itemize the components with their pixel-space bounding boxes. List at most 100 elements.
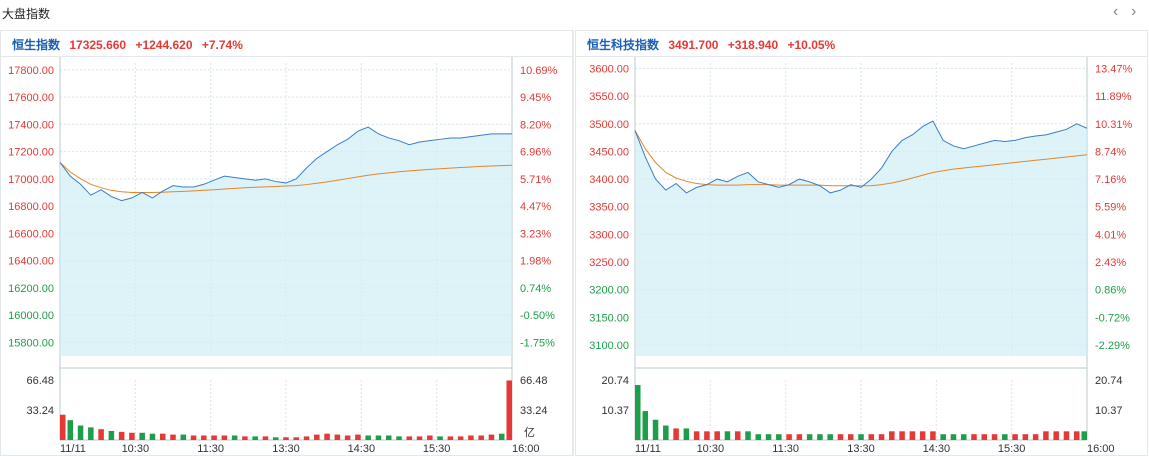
volume-bar [652,419,659,440]
volume-bar [889,431,895,440]
volume-bar [506,380,512,440]
volume-bar [960,434,967,440]
vol-tick-label: 66.48 [26,375,54,387]
prev-arrow-icon[interactable]: ‹ [1113,3,1119,20]
index-summary: 恒生指数 17325.660 +1244.620 +7.74% [12,36,243,53]
pct-tick-label: -0.72% [1095,312,1130,324]
y-tick-label: 16800.00 [8,201,54,213]
pct-tick-label: 4.01% [1095,229,1126,241]
y-tick-label: 3150.00 [589,312,629,324]
x-tick-label: 13:30 [847,443,875,455]
x-tick-label: 16:00 [1087,443,1115,455]
pct-tick-label: 9.45% [520,92,551,104]
volume-bar [170,434,176,440]
x-tick-label: 11:30 [197,443,224,455]
volume-bar [242,436,248,440]
pct-tick-label: 13.47% [1095,64,1133,76]
index-summary: 恒生科技指数 3491.700 +318.940 +10.05% [587,36,835,53]
next-arrow-icon[interactable]: › [1131,3,1137,20]
volume-bar [776,434,782,440]
x-tick-label: 15:30 [423,443,451,455]
chart-hsi: 17800.00 17600.00 17400.00 17200.00 17000.00… [0,30,573,456]
pct-tick-label: 8.20% [520,119,551,131]
header: 大盘指数 ‹ › [0,0,1149,26]
index-name[interactable]: 恒生科技指数 [587,38,660,52]
index-name[interactable]: 恒生指数 [12,38,61,52]
volume-bar [765,434,772,440]
volume-bar [201,435,207,440]
volume-bar [663,425,669,440]
volume-bar [468,435,474,440]
volume-bar [745,431,751,440]
chart-hstech: 3600.00 3550.00 3500.00 3450.00 3400.00 3350.… [575,30,1148,456]
pct-tick-label: 7.16% [1095,174,1126,186]
pct-tick-label: 10.31% [1095,119,1133,131]
y-tick-label: 17200.00 [8,147,54,159]
volume-bar [314,434,320,440]
volume-bar [488,434,495,440]
y-tick-label: 3450.00 [589,146,629,158]
price-line [59,126,512,202]
pct-tick-label: 1.98% [520,256,551,268]
vol-tick-label-right: 10.37 [1095,405,1123,417]
volume-bar [190,435,197,440]
index-change-pct: +10.05% [787,38,836,52]
volume-bar [909,431,916,440]
volume-bar [1081,431,1087,440]
volume-bar [416,436,423,440]
volume-bar [252,436,258,440]
y-tick-label: 3350.00 [589,202,629,214]
volume-bar [334,434,341,440]
volume-bar [971,434,977,440]
volume-bar [1032,434,1039,440]
pct-tick-label: 0.86% [1095,285,1126,297]
index-change: +318.940 [727,38,779,52]
volume-bar [1063,431,1070,440]
y-tick-label: 17600.00 [8,92,54,104]
y-tick-label: 15800.00 [8,337,54,349]
y-tick-label: 3500.00 [589,119,629,131]
volume-bar [635,385,641,440]
volume-bar [67,420,74,440]
volume-bar [1053,431,1059,440]
x-tick-label: 10:30 [697,443,725,455]
y-tick-label: 3100.00 [589,340,629,352]
volume-bar [899,431,905,440]
volume-bar [878,434,885,440]
x-tick-label: 15:30 [998,443,1026,455]
x-tick-label: 10:30 [122,443,150,455]
volume-bar [1043,431,1049,440]
y-tick-label: 16000.00 [8,310,54,322]
volume-bar [1073,431,1080,440]
pct-tick-label: 11.89% [1095,91,1132,103]
volume-bar [427,435,433,440]
volume-bar [129,432,135,440]
pct-tick-label: 10.69% [520,65,558,77]
chart-panel-hsi: 17800.00 17600.00 17400.00 17200.00 17000.00… [0,30,573,456]
x-tick-label: 11/11 [60,443,86,455]
volume-bar [365,435,371,440]
y-tick-label: 3200.00 [589,285,629,297]
price-line [634,120,1088,194]
volume-bar [396,436,402,440]
volume-bar [1002,434,1008,440]
y-tick-label: 3550.00 [589,91,629,103]
volume-bar [1022,434,1029,440]
volume-bar [447,436,454,440]
y-tick-label: 16200.00 [8,283,54,295]
volume-bar [437,436,443,440]
volume-bar [98,429,104,440]
pct-tick-label: 8.74% [1095,146,1126,158]
volume-bar [77,425,84,440]
vol-tick-label-right: 66.48 [520,375,548,387]
vol-tick-label: 20.74 [601,375,629,387]
volume-bar [673,428,679,440]
y-tick-label: 3300.00 [589,229,629,241]
pct-tick-label: 4.47% [520,201,551,213]
section-title: 大盘指数 [2,7,51,21]
volume-bar [786,434,792,440]
volume-bar [457,436,464,440]
pct-tick-label: 0.74% [520,283,551,295]
volume-bar [221,435,228,440]
index-change: +1244.620 [135,38,193,52]
